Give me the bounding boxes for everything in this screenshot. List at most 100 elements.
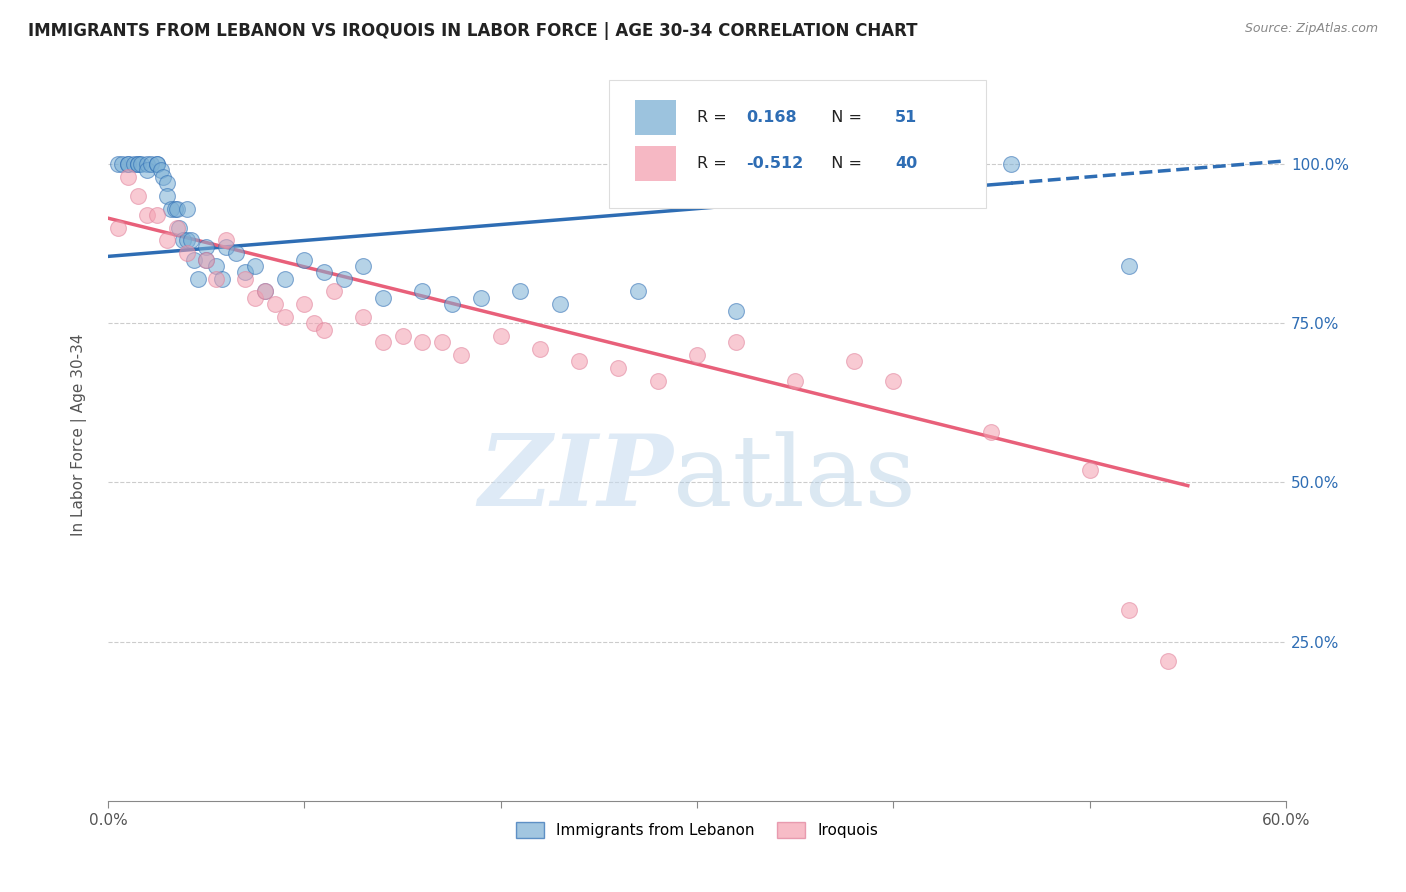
Point [1000, 157, 1022, 171]
Point [156, 189, 179, 203]
Point [1118, 259, 1140, 273]
Point [127, 189, 149, 203]
Point [274, 271, 297, 285]
Text: -0.512: -0.512 [747, 156, 804, 171]
Text: R =: R = [697, 110, 733, 125]
Point [302, 316, 325, 330]
Point [411, 335, 433, 350]
Point [160, 202, 183, 216]
Point [1157, 654, 1180, 668]
Point [136, 163, 159, 178]
Point [312, 265, 335, 279]
Point [172, 234, 194, 248]
Point [529, 342, 551, 356]
Point [391, 329, 413, 343]
Point [785, 374, 807, 388]
Point [127, 157, 149, 171]
Point [1078, 463, 1101, 477]
Point [352, 259, 374, 273]
Text: 40: 40 [894, 156, 917, 171]
Point [146, 157, 169, 171]
Point [440, 297, 463, 311]
Point [107, 157, 129, 171]
Point [470, 291, 492, 305]
Point [842, 354, 865, 368]
Point [245, 259, 267, 273]
Point [146, 157, 169, 171]
Point [195, 252, 218, 267]
Point [180, 234, 202, 248]
Point [489, 329, 512, 343]
Point [183, 252, 205, 267]
Point [136, 208, 159, 222]
Point [176, 246, 198, 260]
Point [195, 252, 218, 267]
Point [568, 354, 591, 368]
Point [225, 246, 247, 260]
Point [205, 259, 228, 273]
Point [107, 220, 129, 235]
Point [187, 271, 209, 285]
Point [274, 310, 297, 324]
Point [215, 240, 238, 254]
Point [117, 157, 139, 171]
Point [322, 285, 344, 299]
Point [146, 208, 169, 222]
Point [152, 169, 174, 184]
Point [647, 374, 669, 388]
Point [980, 425, 1002, 439]
Point [117, 169, 139, 184]
Text: Source: ZipAtlas.com: Source: ZipAtlas.com [1244, 22, 1378, 36]
Point [548, 297, 571, 311]
Point [235, 265, 257, 279]
Point [122, 157, 145, 171]
Point [627, 285, 650, 299]
Point [131, 157, 153, 171]
Point [235, 271, 257, 285]
Point [292, 297, 315, 311]
Point [292, 252, 315, 267]
Point [686, 348, 709, 362]
Point [163, 202, 186, 216]
Point [509, 285, 531, 299]
Text: R =: R = [697, 156, 733, 171]
Legend: Immigrants from Lebanon, Iroquois: Immigrants from Lebanon, Iroquois [510, 816, 884, 845]
Point [725, 335, 748, 350]
Point [150, 163, 173, 178]
Point [127, 157, 149, 171]
Y-axis label: In Labor Force | Age 30-34: In Labor Force | Age 30-34 [72, 334, 87, 536]
Point [215, 234, 238, 248]
FancyBboxPatch shape [634, 100, 676, 136]
Text: ZIP: ZIP [478, 431, 673, 527]
Point [725, 303, 748, 318]
Point [166, 202, 188, 216]
Point [254, 285, 277, 299]
Point [371, 335, 394, 350]
Point [411, 285, 433, 299]
Text: 0.168: 0.168 [747, 110, 797, 125]
Text: atlas: atlas [673, 431, 917, 526]
Point [450, 348, 472, 362]
Text: 51: 51 [894, 110, 917, 125]
Point [141, 157, 163, 171]
Point [205, 271, 228, 285]
FancyBboxPatch shape [609, 79, 986, 208]
Point [156, 234, 179, 248]
Point [254, 285, 277, 299]
Point [332, 271, 354, 285]
Point [371, 291, 394, 305]
Point [430, 335, 453, 350]
Point [211, 271, 233, 285]
Point [136, 157, 159, 171]
Point [166, 220, 188, 235]
Point [607, 360, 630, 375]
Point [312, 323, 335, 337]
Point [111, 157, 134, 171]
Point [1118, 603, 1140, 617]
Point [156, 176, 179, 190]
Text: N =: N = [821, 110, 868, 125]
Point [882, 374, 904, 388]
Point [167, 220, 190, 235]
Point [352, 310, 374, 324]
Point [117, 157, 139, 171]
